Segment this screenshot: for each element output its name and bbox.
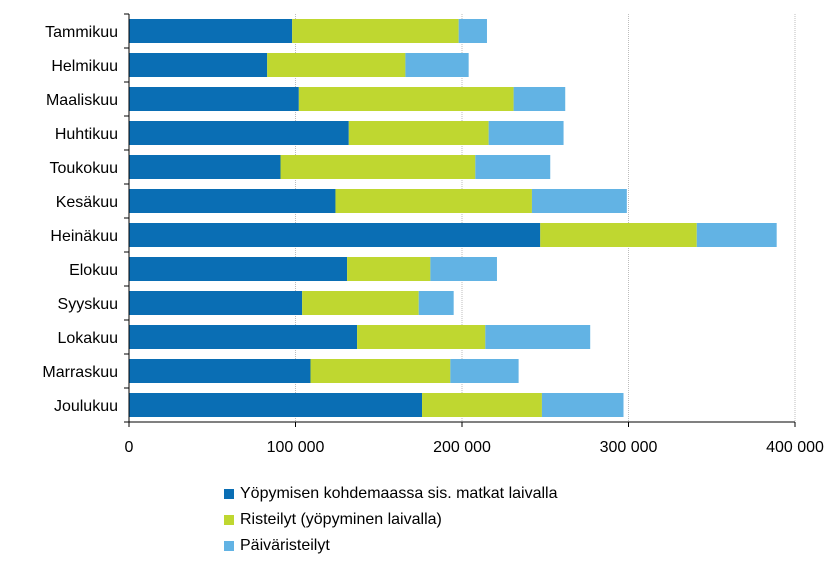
- category-label: Tammikuu: [45, 24, 118, 41]
- category-label: Syyskuu: [58, 296, 118, 313]
- legend-label-1: Risteilyt (yöpyminen laivalla): [240, 511, 442, 528]
- bar-segment: [422, 393, 542, 417]
- legend-item-0: Yöpymisen kohdemaassa sis. matkat laival…: [224, 481, 557, 507]
- x-tick-label: 300 000: [600, 439, 658, 456]
- bar-segment: [418, 291, 454, 315]
- bar-segment: [475, 155, 551, 179]
- bar-segment: [357, 325, 486, 349]
- legend-label-0: Yöpymisen kohdemaassa sis. matkat laival…: [240, 485, 558, 502]
- legend-item-2: Päiväristeilyt: [224, 533, 557, 559]
- x-axis-ticks: 0 100 000 200 000 300 000 400 000: [124, 13, 824, 456]
- bar-segment: [129, 189, 336, 213]
- bar-segment: [292, 19, 459, 43]
- bar-segment: [450, 359, 519, 383]
- legend-item-1: Risteilyt (yöpyminen laivalla): [224, 507, 557, 533]
- bar-segment: [129, 223, 541, 247]
- bar-segment: [302, 291, 419, 315]
- bar-segment: [280, 155, 476, 179]
- bar-segment: [348, 121, 489, 145]
- category-label: Toukokuu: [50, 160, 119, 177]
- bar-segment: [129, 155, 281, 179]
- bar-segment: [347, 257, 431, 281]
- bar-segment: [405, 53, 469, 77]
- bar-segment: [513, 87, 566, 111]
- bar-segment: [310, 359, 451, 383]
- bar-segment: [129, 257, 348, 281]
- bar-segment: [430, 257, 497, 281]
- category-label: Lokakuu: [58, 330, 119, 347]
- category-label: Marraskuu: [42, 364, 118, 381]
- category-label: Joulukuu: [54, 398, 118, 415]
- category-label: Heinäkuu: [50, 228, 118, 245]
- grid-lines: [295, 14, 796, 422]
- bar-segment: [129, 359, 311, 383]
- bar-segment: [129, 53, 268, 77]
- category-label: Huhtikuu: [55, 126, 118, 143]
- bar-segment: [129, 121, 349, 145]
- category-label: Helmikuu: [51, 58, 118, 75]
- x-tick-label: 0: [125, 439, 134, 456]
- legend-label-2: Päiväristeilyt: [240, 537, 330, 554]
- x-tick-label: 100 000: [267, 439, 325, 456]
- bar-segment: [129, 393, 423, 417]
- bar-segment: [488, 121, 564, 145]
- category-label: Kesäkuu: [56, 194, 118, 211]
- x-tick-label: 200 000: [433, 439, 491, 456]
- stacked-bar-chart: 0 100 000 200 000 300 000 400 000 Tammikuu He…: [42, 13, 824, 456]
- legend-swatch-2: [224, 541, 234, 551]
- bar-segment: [129, 291, 303, 315]
- bar-segment: [540, 223, 697, 247]
- bar-segment: [267, 53, 406, 77]
- bar-segment: [129, 325, 358, 349]
- bar-segment: [696, 223, 777, 247]
- category-label: Elokuu: [69, 262, 118, 279]
- category-labels: Tammikuu Helmikuu Maaliskuu Huhtikuu Toukoku…: [42, 24, 118, 415]
- bar-segment: [541, 393, 624, 417]
- bar-segment: [129, 87, 299, 111]
- bar-segment: [298, 87, 514, 111]
- bar-segment: [531, 189, 627, 213]
- bar-segment: [458, 19, 487, 43]
- bar-segment: [335, 189, 532, 213]
- x-tick-label: 400 000: [766, 439, 824, 456]
- bar-segment: [129, 19, 293, 43]
- bar-segment: [485, 325, 591, 349]
- category-label: Maaliskuu: [46, 92, 118, 109]
- legend-swatch-1: [224, 515, 234, 525]
- legend: Yöpymisen kohdemaassa sis. matkat laival…: [224, 481, 557, 559]
- legend-swatch-0: [224, 489, 234, 499]
- bars: [129, 19, 777, 417]
